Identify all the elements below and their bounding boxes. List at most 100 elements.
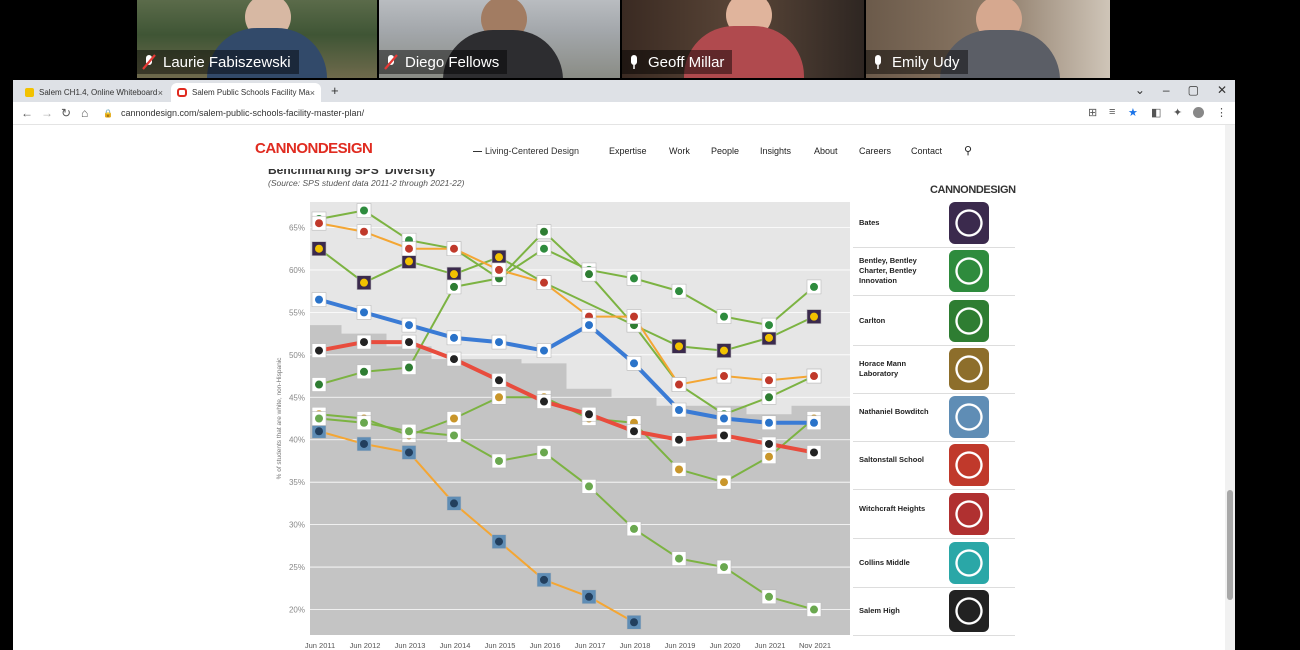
- maximize-button[interactable]: ▢: [1187, 83, 1199, 97]
- data-point-badge-emblem: [810, 312, 818, 321]
- x-tick-label: Jun 2014: [440, 641, 471, 650]
- data-point-badge-emblem: [360, 338, 368, 347]
- tab-close-icon[interactable]: ×: [309, 87, 315, 98]
- legend-school-label: Carlton: [859, 316, 886, 325]
- participant-tile[interactable]: Geoff Millar: [622, 0, 864, 78]
- x-tick-label: Jun 2013: [395, 641, 426, 650]
- participant-tile[interactable]: Laurie Fabiszewski: [137, 0, 377, 78]
- mic-icon: [870, 53, 886, 71]
- profile-avatar-icon[interactable]: [1193, 107, 1204, 118]
- data-point-badge-emblem: [720, 346, 728, 355]
- extension-icon[interactable]: ◧: [1151, 107, 1162, 119]
- data-point-badge-emblem: [360, 227, 368, 236]
- data-point-badge-emblem: [495, 537, 503, 546]
- data-point-badge-emblem: [630, 312, 638, 321]
- x-tick-label: Jun 2020: [710, 641, 741, 650]
- legend-row: Witchcraft Heights: [853, 490, 1015, 539]
- search-icon[interactable]: ⚲: [964, 145, 973, 157]
- tab-close-icon[interactable]: ×: [157, 87, 163, 98]
- participant-name-bar: Geoff Millar: [622, 50, 733, 74]
- favicon-icon: [25, 88, 34, 97]
- reader-icon[interactable]: ≡: [1109, 106, 1116, 118]
- data-point-badge-emblem: [765, 333, 773, 342]
- participant-name: Emily Udy: [892, 53, 960, 71]
- site-logo[interactable]: CANNONDESIGN: [255, 140, 373, 157]
- menu-kebab-icon[interactable]: ⋮: [1216, 107, 1227, 119]
- data-point-badge-emblem: [540, 397, 548, 406]
- translate-icon[interactable]: ⊞: [1088, 107, 1098, 119]
- legend-school-label: Collins Middle: [859, 558, 910, 567]
- favicon-icon: [177, 88, 187, 97]
- legend-school-label: Salem High: [859, 606, 900, 615]
- series-line: [318, 209, 815, 327]
- y-tick-label: 60%: [289, 266, 305, 275]
- data-point-badge-emblem: [495, 338, 503, 347]
- puzzle-icon[interactable]: ✦: [1173, 107, 1183, 119]
- nav-people[interactable]: People: [711, 146, 740, 156]
- x-tick-label: Nov 2021: [799, 641, 831, 650]
- tab-search-button[interactable]: ⌄: [1134, 83, 1145, 97]
- data-point-badge-emblem: [540, 227, 548, 236]
- data-point-badge-emblem: [765, 592, 773, 601]
- legend-school-label: Bentley, Bentley Charter, Bentley Innova…: [859, 256, 917, 285]
- participant-name-bar: Diego Fellows: [379, 50, 508, 74]
- tab-facility-plan[interactable]: Salem Public Schools Facility Ma ×: [171, 83, 321, 102]
- nav-about[interactable]: About: [814, 146, 838, 156]
- data-point-badge-emblem: [495, 265, 503, 274]
- nav-contact[interactable]: Contact: [911, 146, 943, 156]
- site-tagline[interactable]: Living-Centered Design: [473, 146, 579, 156]
- school-badge-icon: [949, 250, 989, 292]
- y-tick-label: 30%: [289, 521, 305, 530]
- school-badge-icon: [949, 493, 989, 535]
- x-tick-label: Jun 2015: [485, 641, 516, 650]
- tab-whiteboard[interactable]: Salem CH1.4, Online Whiteboard ×: [19, 83, 169, 102]
- tab-bar: Salem CH1.4, Online Whiteboard × Salem P…: [13, 80, 1235, 102]
- browser-toolbar: ← → ↻ ⌂ 🔒 cannondesign.com/salem-public-…: [13, 102, 1235, 125]
- legend-school-label: Horace Mann Laboratory: [859, 359, 907, 378]
- reload-icon[interactable]: ↻: [61, 106, 72, 120]
- legend-school-label: Nathaniel Bowditch: [859, 407, 929, 416]
- nav-work[interactable]: Work: [669, 146, 690, 156]
- participant-tile-active-speaker[interactable]: Emily Udy: [866, 0, 1110, 78]
- nav-expertise[interactable]: Expertise: [609, 146, 647, 156]
- series-line: [318, 297, 814, 425]
- nav-careers[interactable]: Careers: [859, 146, 892, 156]
- participant-tile[interactable]: Diego Fellows: [379, 0, 620, 78]
- participant-name: Geoff Millar: [648, 53, 725, 71]
- scrollbar-thumb[interactable]: [1227, 490, 1233, 600]
- data-point-badge-emblem: [315, 295, 323, 304]
- x-tick-label: Jun 2019: [665, 641, 696, 650]
- home-icon[interactable]: ⌂: [81, 106, 89, 120]
- data-point-badge-emblem: [810, 605, 818, 614]
- data-point-badge-emblem: [585, 321, 593, 330]
- url-text: cannondesign.com/salem-public-schools-fa…: [120, 108, 365, 118]
- legend-school-label: Saltonstall School: [859, 455, 925, 464]
- data-point-badge-emblem: [360, 206, 368, 215]
- data-point-badge-emblem: [720, 563, 728, 572]
- page-scrollbar[interactable]: [1225, 125, 1235, 650]
- data-point-badge-emblem: [360, 439, 368, 448]
- back-icon[interactable]: ←: [21, 106, 33, 120]
- forward-icon[interactable]: →: [41, 106, 53, 120]
- y-tick-label: 65%: [289, 223, 305, 232]
- address-bar[interactable]: 🔒 cannondesign.com/salem-public-schools-…: [103, 105, 1085, 121]
- mic-muted-icon: [141, 53, 157, 71]
- data-point-badge-emblem: [675, 406, 683, 415]
- data-point-badge-emblem: [405, 363, 413, 372]
- y-tick-label: 40%: [289, 436, 305, 445]
- data-point-badge-emblem: [630, 618, 638, 627]
- video-strip: Laurie Fabiszewski Diego Fellows Geoff M…: [0, 0, 1300, 80]
- bookmark-star-icon[interactable]: ★: [1128, 107, 1138, 119]
- data-point-badge-emblem: [360, 367, 368, 376]
- new-tab-button[interactable]: +: [331, 83, 339, 98]
- data-point-badge-emblem: [630, 524, 638, 533]
- minimize-button[interactable]: –: [1162, 83, 1170, 97]
- close-window-button[interactable]: ✕: [1216, 83, 1227, 97]
- school-badge-icon: [949, 202, 989, 244]
- nav-insights[interactable]: Insights: [760, 146, 792, 156]
- web-page: CANNONDESIGN Living-Centered Design Expe…: [13, 125, 1225, 650]
- mic-icon: [626, 53, 642, 71]
- chart-source: (Source: SPS student data 2011-2 through…: [268, 178, 465, 188]
- y-tick-label: 50%: [289, 351, 305, 360]
- school-badge-icon: [949, 300, 989, 342]
